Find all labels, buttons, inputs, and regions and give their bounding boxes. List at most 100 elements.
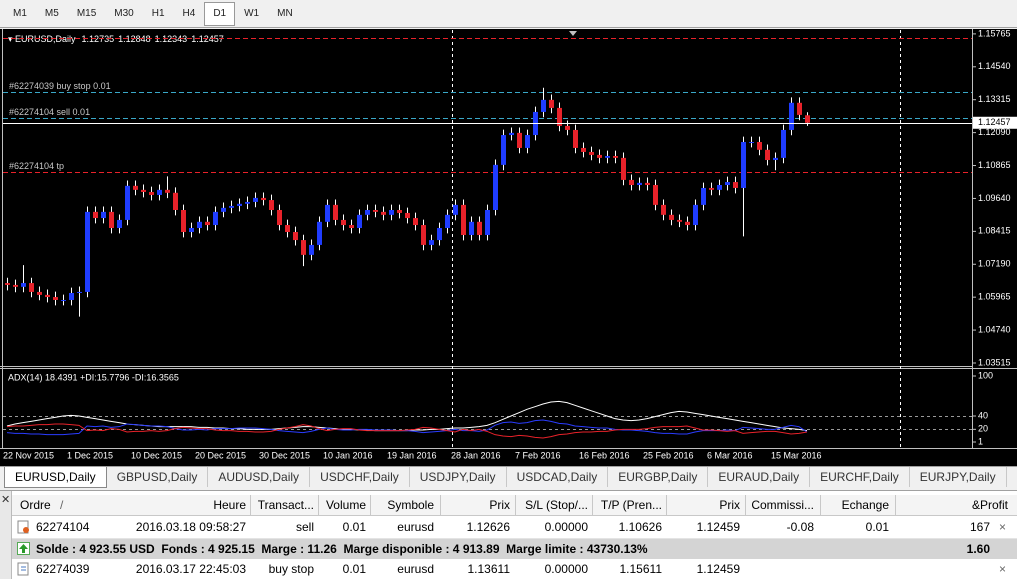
chart-tab[interactable]: EURGBP,Daily	[608, 467, 709, 487]
column-header[interactable]: Echange	[841, 498, 889, 512]
column-separator	[515, 495, 516, 515]
candle-body	[109, 211, 114, 228]
timeframe-button[interactable]: H1	[151, 7, 165, 19]
chart-tab[interactable]: USDCHF,Daily	[310, 467, 410, 487]
candle-body	[173, 192, 178, 210]
column-header[interactable]: T/P (Pren...	[600, 498, 662, 512]
chart-tab[interactable]: EURAUD,Daily	[708, 467, 811, 487]
candle-body	[741, 142, 746, 188]
chart-tab[interactable]: EURUSD,Daily	[4, 467, 107, 488]
candle-body	[645, 182, 650, 186]
table-cell: 2016.03.18 09:58:27	[135, 520, 246, 534]
timeframe-toolbar: M1 M5 M15 M30 H1 H4 D1 W1 MN	[0, 0, 1017, 28]
column-header[interactable]: Symbole	[387, 498, 434, 512]
chart-tab[interactable]: USDJPY,Daily	[410, 467, 507, 487]
candle-body	[597, 154, 602, 158]
column-header[interactable]: S/L (Stop/...	[525, 498, 588, 512]
chart-tab[interactable]: AUDUSD,Daily	[208, 467, 311, 487]
candle-body	[445, 214, 450, 228]
candle-body	[757, 142, 762, 150]
ohlc-close: 1.12457	[191, 34, 224, 44]
column-separator	[250, 495, 251, 515]
shift-marker	[569, 31, 577, 36]
x-tick-label: 10 Jan 2016	[323, 450, 373, 460]
timeframe-button[interactable]: M15	[76, 7, 97, 19]
timeframe-button[interactable]: M30	[114, 7, 134, 19]
close-order[interactable]: ×	[999, 562, 1007, 576]
timeframe-button[interactable]: MN	[277, 7, 293, 19]
x-tick-label: 30 Dec 2015	[259, 450, 310, 460]
table-cell: 0.01	[865, 520, 889, 534]
timeframe-button[interactable]: H4	[182, 7, 196, 19]
table-cell: buy stop	[268, 562, 314, 576]
candle-body	[805, 115, 810, 123]
ohlc-low: 1.12343	[155, 34, 188, 44]
candle-body	[157, 189, 162, 195]
candle-body	[221, 207, 226, 212]
x-tick-label: 19 Jan 2016	[387, 450, 437, 460]
column-header[interactable]: Heure	[213, 498, 246, 512]
candle-body	[613, 155, 618, 158]
candle-body	[669, 214, 674, 220]
candle-body	[381, 211, 386, 215]
candle-body	[133, 185, 138, 190]
candle-body	[565, 125, 570, 130]
candle-body	[469, 221, 474, 235]
candle-body	[373, 209, 378, 212]
column-separator	[820, 495, 821, 515]
candle-body	[229, 205, 234, 208]
timeframe-button[interactable]: D1	[204, 1, 236, 26]
candle-body	[237, 203, 242, 206]
column-header[interactable]: Commissi...	[751, 498, 814, 512]
candle-body	[141, 189, 146, 192]
close-order[interactable]: ×	[999, 520, 1007, 534]
candle-body	[61, 299, 66, 301]
candle-body	[261, 197, 266, 201]
candle-body	[677, 219, 682, 222]
y-tick-label: 1	[978, 436, 983, 446]
y-tick-label: 1.04740	[978, 324, 1011, 334]
x-tick-label: 7 Feb 2016	[515, 450, 561, 460]
chart-tab[interactable]: EURJPY,Daily	[910, 467, 1007, 487]
column-header[interactable]: Transact...	[257, 498, 314, 512]
candle-body	[605, 155, 610, 158]
chart-tab[interactable]: EURCHF,Daily	[810, 467, 910, 487]
candle-body	[45, 294, 50, 298]
table-cell: eurusd	[397, 562, 434, 576]
timeframe-button[interactable]: M5	[44, 7, 59, 19]
candle-body	[77, 291, 82, 294]
column-separator	[592, 495, 593, 515]
candle-body	[453, 204, 458, 215]
candle-body	[37, 291, 42, 295]
timeframe-button[interactable]: M1	[13, 7, 27, 19]
chart-tab[interactable]: USDCAD,Daily	[507, 467, 609, 487]
candle-body	[437, 227, 442, 241]
candle-body	[365, 209, 370, 215]
x-tick-label: 22 Nov 2015	[3, 450, 54, 460]
candle-body	[181, 209, 186, 233]
column-header[interactable]: Prix	[489, 498, 510, 512]
y-tick-label: 1.14540	[978, 61, 1011, 71]
column-header[interactable]: Volume	[325, 498, 366, 512]
candle-body	[405, 212, 410, 219]
chart-tab[interactable]: GBPUSD,Daily	[107, 467, 209, 487]
candle-body	[621, 157, 626, 180]
close-terminal[interactable]: ✕	[1, 494, 11, 506]
candle-body	[789, 102, 794, 130]
y-tick-label: 1.15765	[978, 28, 1011, 38]
timeframe-button[interactable]: W1	[244, 7, 260, 19]
table-cell: 62274104	[36, 520, 90, 534]
table-cell: 1.12459	[696, 520, 740, 534]
candle-body	[5, 283, 10, 285]
column-header[interactable]: Ordre	[20, 498, 51, 512]
balance-icon	[17, 542, 30, 555]
terminal-side-strip	[0, 491, 12, 579]
chart-tab[interactable]: GE	[1007, 467, 1017, 487]
candle-body	[557, 107, 562, 126]
column-header[interactable]: Prix	[719, 498, 740, 512]
column-header[interactable]: &Profit	[971, 498, 1008, 512]
chart: ▾ EURUSD,Daily 1.12735 1.12848 1.12343 1.124…	[0, 28, 1017, 466]
candle-body	[269, 200, 274, 210]
candle-body	[21, 283, 26, 287]
candle-body	[717, 185, 722, 190]
